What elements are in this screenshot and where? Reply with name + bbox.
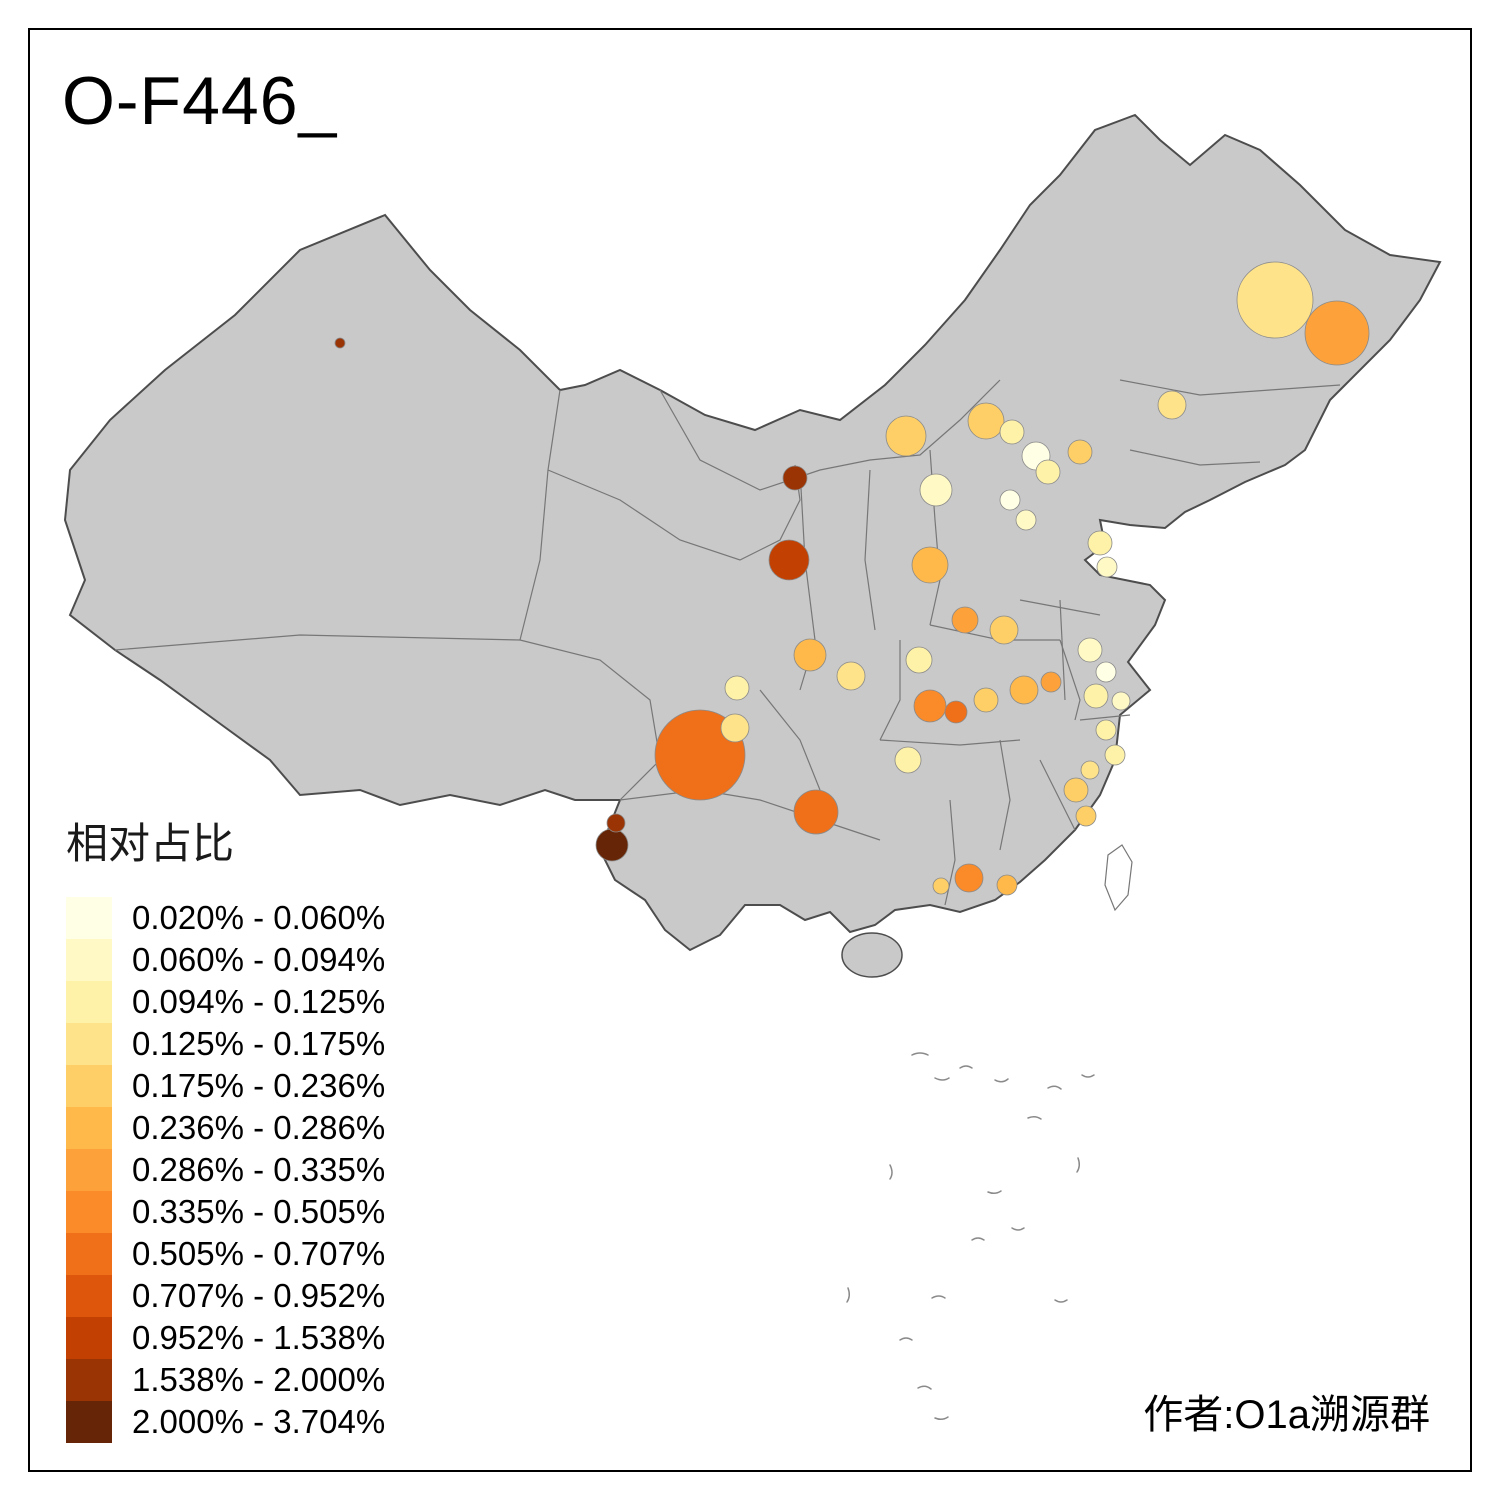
legend-swatch bbox=[66, 1401, 112, 1443]
legend-label: 0.125% - 0.175% bbox=[132, 1025, 386, 1062]
map-region bbox=[1095, 719, 1117, 741]
map-region bbox=[999, 489, 1021, 511]
legend-label: 0.020% - 0.060% bbox=[132, 899, 386, 936]
map-region bbox=[1067, 439, 1093, 465]
legend-label: 0.335% - 0.505% bbox=[132, 1193, 386, 1230]
map-region bbox=[999, 419, 1025, 445]
legend-label: 0.707% - 0.952% bbox=[132, 1277, 386, 1314]
map-region bbox=[1075, 805, 1097, 827]
legend-swatch bbox=[66, 1065, 112, 1107]
map-region bbox=[911, 546, 949, 584]
map-region bbox=[996, 874, 1018, 896]
attribution: 作者:O1a溯源群 bbox=[1143, 1393, 1430, 1437]
hainan-island bbox=[841, 932, 903, 978]
map-region bbox=[768, 539, 810, 581]
legend-item: 0.175% - 0.236% bbox=[66, 1065, 426, 1107]
map-region bbox=[894, 746, 922, 774]
legend-item: 0.335% - 0.505% bbox=[66, 1191, 426, 1233]
legend-swatch bbox=[66, 939, 112, 981]
legend-item: 0.505% - 0.707% bbox=[66, 1233, 426, 1275]
legend-swatch bbox=[66, 981, 112, 1023]
legend-item: 0.060% - 0.094% bbox=[66, 939, 426, 981]
map-region bbox=[595, 828, 629, 862]
map-region bbox=[793, 638, 827, 672]
legend-item: 0.707% - 0.952% bbox=[66, 1275, 426, 1317]
legend-label: 0.952% - 1.538% bbox=[132, 1319, 386, 1356]
legend-item: 0.020% - 0.060% bbox=[66, 897, 426, 939]
map-region bbox=[334, 337, 346, 349]
map-region bbox=[1087, 530, 1113, 556]
map-region bbox=[989, 615, 1019, 645]
map-region bbox=[1111, 691, 1131, 711]
legend-title: 相对占比 bbox=[66, 820, 235, 867]
legend-label: 0.175% - 0.236% bbox=[132, 1067, 386, 1104]
legend-item: 0.236% - 0.286% bbox=[66, 1107, 426, 1149]
legend-swatch bbox=[66, 1275, 112, 1317]
map-region bbox=[932, 877, 950, 895]
legend-swatch bbox=[66, 1191, 112, 1233]
legend-swatch bbox=[66, 1233, 112, 1275]
map-region bbox=[1077, 637, 1103, 663]
map-region bbox=[1080, 760, 1100, 780]
legend-label: 0.236% - 0.286% bbox=[132, 1109, 386, 1146]
legend: 相对占比 0.020% - 0.060% 0.060% - 0.094% 0.094… bbox=[66, 810, 426, 1443]
map-region bbox=[606, 813, 626, 833]
map-region bbox=[951, 606, 979, 634]
map-region bbox=[1104, 744, 1126, 766]
map-region bbox=[1304, 300, 1370, 366]
map-region bbox=[1236, 261, 1314, 339]
legend-item: 0.125% - 0.175% bbox=[66, 1023, 426, 1065]
china-outline bbox=[63, 113, 1442, 952]
province-borders bbox=[114, 379, 1341, 906]
map-region bbox=[885, 415, 927, 457]
map-region bbox=[954, 863, 984, 893]
legend-label: 0.505% - 0.707% bbox=[132, 1235, 386, 1272]
map-region bbox=[724, 675, 750, 701]
legend-label: 2.000% - 3.704% bbox=[132, 1403, 386, 1440]
region-layer bbox=[334, 261, 1370, 896]
legend-item: 0.952% - 1.538% bbox=[66, 1317, 426, 1359]
taiwan-island bbox=[1104, 844, 1133, 912]
legend-swatch bbox=[66, 1359, 112, 1401]
legend-label: 1.538% - 2.000% bbox=[132, 1361, 386, 1398]
legend-item: 0.286% - 0.335% bbox=[66, 1149, 426, 1191]
map-region bbox=[1157, 390, 1187, 420]
map-region bbox=[720, 713, 750, 743]
map-region bbox=[793, 789, 839, 835]
map-region bbox=[1063, 777, 1089, 803]
map-region bbox=[1095, 661, 1117, 683]
legend-label: 0.094% - 0.125% bbox=[132, 983, 386, 1020]
legend-swatch bbox=[66, 1023, 112, 1065]
legend-swatch bbox=[66, 1149, 112, 1191]
south-china-sea-islands bbox=[846, 1052, 1095, 1421]
legend-swatch bbox=[66, 1107, 112, 1149]
map-region bbox=[913, 689, 947, 723]
legend-item: 2.000% - 3.704% bbox=[66, 1401, 426, 1443]
legend-swatch bbox=[66, 1317, 112, 1359]
map-region bbox=[905, 646, 933, 674]
legend-items: 0.020% - 0.060% 0.060% - 0.094% 0.094% - 0… bbox=[66, 897, 426, 1443]
map-region bbox=[1040, 671, 1062, 693]
map-region bbox=[836, 661, 866, 691]
legend-item: 1.538% - 2.000% bbox=[66, 1359, 426, 1401]
legend-label: 0.286% - 0.335% bbox=[132, 1151, 386, 1188]
map-region bbox=[1096, 556, 1118, 578]
legend-label: 0.060% - 0.094% bbox=[132, 941, 386, 978]
map-region bbox=[782, 465, 808, 491]
map-region bbox=[967, 402, 1005, 440]
map-region bbox=[973, 687, 999, 713]
map-region bbox=[1035, 459, 1061, 485]
map-region bbox=[1015, 509, 1037, 531]
legend-item: 0.094% - 0.125% bbox=[66, 981, 426, 1023]
map-region bbox=[919, 473, 953, 507]
map-region bbox=[1009, 675, 1039, 705]
map-region bbox=[944, 700, 968, 724]
legend-swatch bbox=[66, 897, 112, 939]
page-title: O-F446_ bbox=[62, 63, 338, 139]
map-region bbox=[1083, 683, 1109, 709]
